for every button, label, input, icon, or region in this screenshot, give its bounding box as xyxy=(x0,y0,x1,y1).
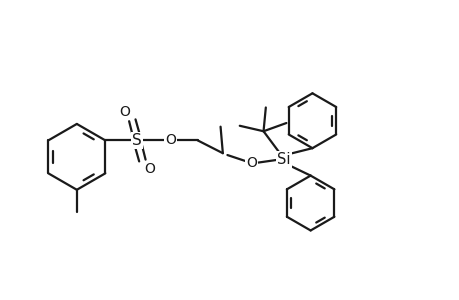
Text: O: O xyxy=(119,105,130,119)
Text: S: S xyxy=(132,133,142,148)
Text: Si: Si xyxy=(277,152,290,167)
Text: O: O xyxy=(145,162,155,176)
Text: O: O xyxy=(245,156,256,170)
Text: O: O xyxy=(164,134,175,147)
